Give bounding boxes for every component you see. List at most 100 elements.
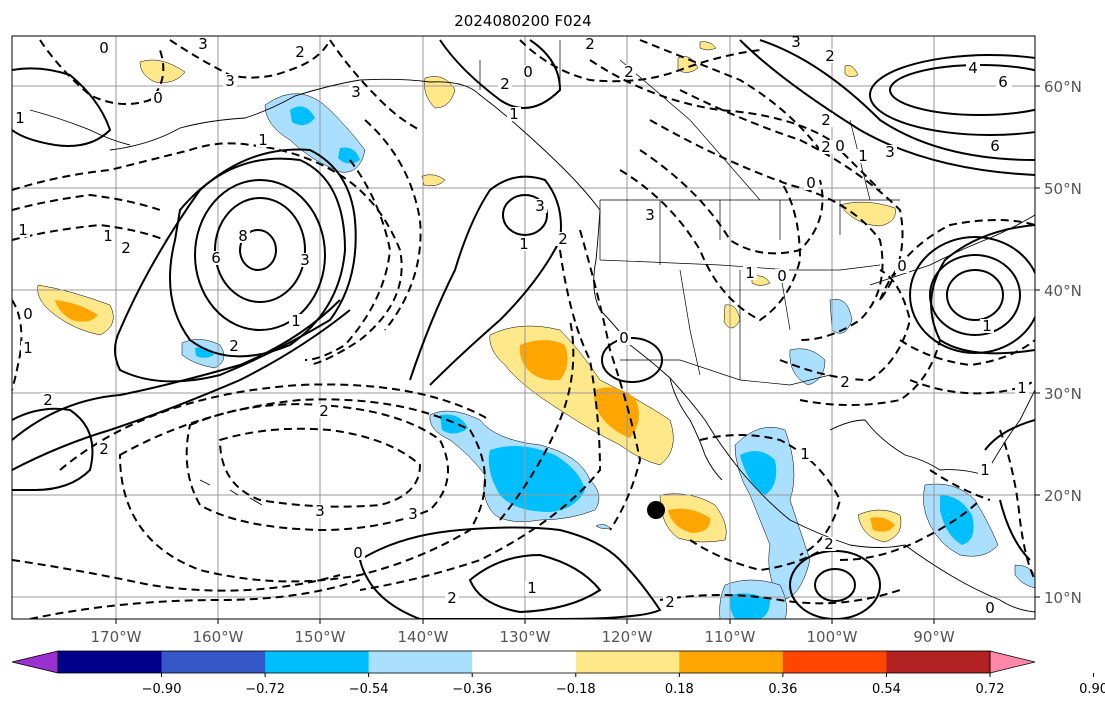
anomaly-blue-texas <box>789 298 853 386</box>
latitude-tick-labels: 60°N 50°N 40°N 30°N 20°N 10°N <box>1035 78 1082 607</box>
contour-neg-north-pacific-2 <box>12 193 161 211</box>
contour-label: 3 <box>198 35 208 53</box>
contour-neg-us-3 <box>649 119 884 341</box>
contour-label: 2 <box>295 43 305 61</box>
contour-east-low-4 <box>930 224 1035 355</box>
contour-label-bg <box>798 447 812 461</box>
lat-tick-label: 20°N <box>1044 487 1082 505</box>
contour-label: 1 <box>18 221 28 239</box>
anomaly-blue-south-small <box>595 524 1035 589</box>
contour-label: 3 <box>225 72 235 90</box>
contour-high-pacific-5 <box>12 299 341 441</box>
contour-label: 2 <box>585 35 595 53</box>
contour-label: 0 <box>806 174 816 192</box>
contour-label-bg <box>533 199 547 213</box>
contour-label-bg <box>663 595 677 609</box>
contour-label: 2 <box>821 111 831 129</box>
contour-label: 3 <box>408 505 418 523</box>
contour-gulf-ring <box>358 526 662 619</box>
contour-label-bg <box>349 85 363 99</box>
lon-tick-label: 130°W <box>500 628 551 646</box>
contour-northeast-high <box>869 54 1035 136</box>
contour-northeast-1 <box>759 39 1035 161</box>
contour-label: 1 <box>103 227 113 245</box>
colorbar-segment <box>472 651 577 673</box>
contour-neg-north-pacific-5 <box>364 119 422 331</box>
contour-gulf-ring-inner <box>468 553 602 614</box>
contour-label-bg <box>119 241 133 255</box>
contour-label: 1 <box>23 339 33 357</box>
colorbar-tick-label: 0.18 <box>665 682 694 697</box>
contour-neg-trough-2 <box>359 249 602 591</box>
contour-label-bg <box>643 208 657 222</box>
contour-label: 1 <box>800 445 810 463</box>
political-borders <box>479 40 900 386</box>
contour-label: 2 <box>558 230 568 248</box>
lon-tick-label: 150°W <box>295 628 346 646</box>
contour-east-low-3 <box>946 269 1004 321</box>
contour-label-bg <box>743 266 757 280</box>
contour-label: 2 <box>840 373 850 391</box>
contour-label-bg <box>507 107 521 121</box>
contour-label-bg <box>819 140 833 154</box>
contour-neg-trough-3 <box>499 319 575 521</box>
contour-neg-south-1 <box>29 579 361 619</box>
map-frame <box>11 35 1036 620</box>
map-panel: 0233012202331120642301301026831231201220… <box>11 35 1036 620</box>
contour-label-bg <box>41 393 55 407</box>
contour-ne-pacific-inner <box>502 194 548 236</box>
contour-label: 3 <box>645 206 655 224</box>
contour-label-bg <box>525 581 539 595</box>
contour-label-bg <box>16 223 30 237</box>
colorbar-extend-min <box>11 650 59 674</box>
anomaly-orange-mexico-pacific <box>668 508 711 533</box>
contour-label-bg <box>856 149 870 163</box>
contour-label: 2 <box>825 47 835 65</box>
colorbar-tick-label: −0.72 <box>245 682 285 697</box>
contour-label-bg <box>13 111 27 125</box>
colorbar-frame <box>57 650 991 674</box>
contour-neg-subtropical-2 <box>218 427 422 508</box>
contour-label-bg <box>445 591 459 605</box>
contour-neg-mexico-1 <box>699 434 842 556</box>
contour-label: 6 <box>211 249 221 267</box>
contour-label: 0 <box>985 599 995 617</box>
contour-label: 1 <box>527 579 537 597</box>
lon-tick-label: 110°W <box>705 628 756 646</box>
contour-label-bg <box>804 176 818 190</box>
colorbar-segment <box>265 651 370 673</box>
contour-northeast-2 <box>739 39 1035 176</box>
lon-tick-label: 90°W <box>913 628 955 646</box>
contour-label: 0 <box>619 329 629 347</box>
contour-label: 1 <box>291 312 301 330</box>
colorbar: −0.90 −0.72 −0.54 −0.36 −0.18 0.18 0.36 0.54 0.7… <box>11 650 1105 697</box>
colorbar-tick-label: −0.36 <box>452 682 492 697</box>
contour-neg-us-1 <box>619 169 802 322</box>
contour-label-bg <box>895 259 909 273</box>
anomaly-orange-offshore-california-south <box>594 387 639 438</box>
contour-neg-subtropical-5 <box>12 559 341 592</box>
contour-label: 0 <box>99 39 109 57</box>
contour-neg-subtropical-4 <box>59 383 491 471</box>
contour-label-bg <box>819 113 833 127</box>
contour-label-bg <box>21 341 35 355</box>
contour-ne-pacific-trough <box>409 175 562 386</box>
contour-label-bg <box>988 139 1002 153</box>
contour-label: 3 <box>535 197 545 215</box>
contour-neg-alaska-2 <box>169 39 331 79</box>
contour-label: 4 <box>968 59 978 77</box>
contour-label: 2 <box>447 589 457 607</box>
contour-high-pacific-1 <box>214 197 306 303</box>
contour-neg-north-pacific-4 <box>304 159 392 361</box>
contour-label-bg <box>883 145 897 159</box>
contour-label-bg <box>1015 381 1029 395</box>
contour-label-bg <box>101 229 115 243</box>
contour-label-bg <box>521 65 535 79</box>
contour-label-bg <box>789 36 803 49</box>
contour-neg-alaska-1 <box>39 39 165 105</box>
contour-neg-west-1 <box>12 299 23 391</box>
contour-label-bg <box>151 91 165 105</box>
contour-label: 1 <box>980 461 990 479</box>
anomaly-orange-gulf-tehuantepec <box>870 517 895 532</box>
contour-label: 1 <box>745 264 755 282</box>
